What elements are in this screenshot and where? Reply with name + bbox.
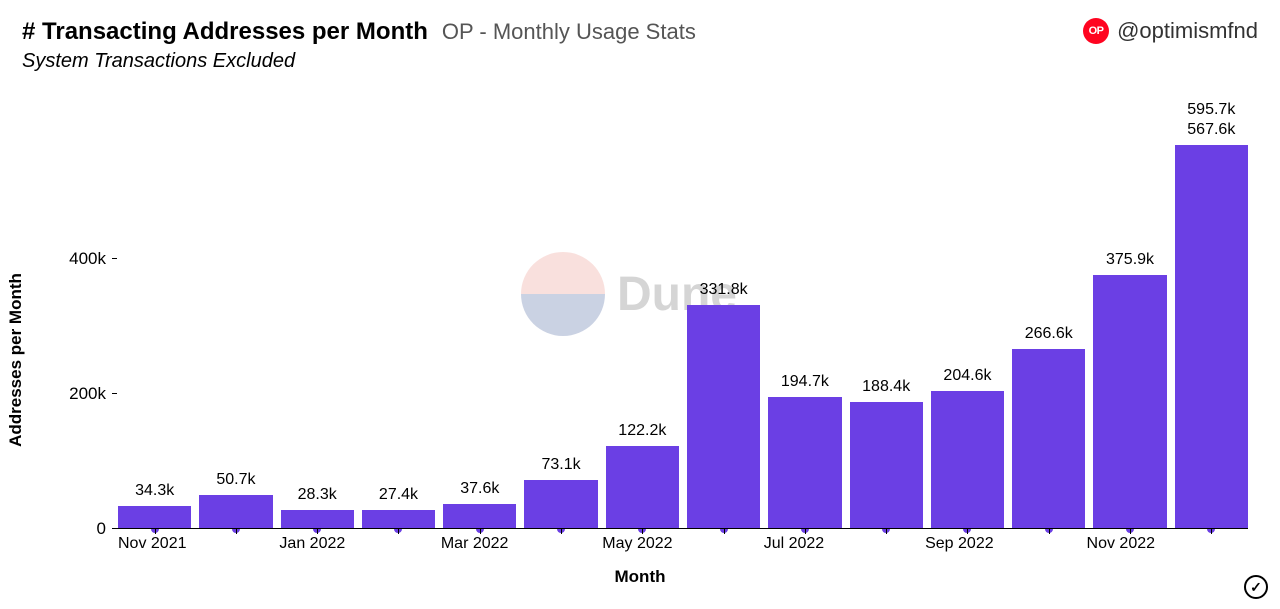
bar[interactable] — [687, 305, 760, 529]
x-tick-label: Jul 2022 — [764, 535, 925, 559]
bar-value-label: 194.7k — [781, 373, 829, 391]
chart-container: # Transacting Addresses per Month OP - M… — [0, 0, 1280, 609]
x-tick-label: Sep 2022 — [925, 535, 1086, 559]
bar-value-label: 122.2k — [618, 422, 666, 440]
bar-value-label: 27.4k — [379, 486, 418, 504]
x-axis: Nov 2021Jan 2022Mar 2022May 2022Jul 2022… — [118, 535, 1248, 559]
bar[interactable] — [606, 446, 679, 529]
bar-column: 34.3k — [118, 110, 191, 529]
x-tick-label: Nov 2022 — [1087, 535, 1248, 559]
x-tick-label: Nov 2021 — [118, 535, 279, 559]
chart-subtitle: OP - Monthly Usage Stats — [442, 19, 696, 45]
bar-column: 567.6k595.7k — [1175, 110, 1248, 529]
x-axis-label: Month — [615, 567, 666, 587]
header: # Transacting Addresses per Month OP - M… — [22, 18, 1258, 73]
title-line: # Transacting Addresses per Month OP - M… — [22, 18, 696, 46]
bar-column: 375.9k — [1093, 110, 1166, 529]
y-axis-label: Addresses per Month — [6, 273, 26, 447]
bar-column: 122.2k — [606, 110, 679, 529]
x-axis-line — [112, 528, 1248, 529]
bar[interactable] — [524, 480, 597, 529]
handle-text: @optimismfnd — [1117, 18, 1258, 44]
plot-area: Dune 0200k400k 34.3k50.7k28.3k27.4k37.6k… — [112, 110, 1248, 529]
bar-column: 28.3k — [281, 110, 354, 529]
chart-title: # Transacting Addresses per Month — [22, 18, 428, 46]
bar-column: 188.4k — [850, 110, 923, 529]
x-tick-label: Jan 2022 — [279, 535, 440, 559]
author-handle[interactable]: OP @optimismfnd — [1083, 18, 1258, 44]
bar-value-label: 266.6k — [1025, 325, 1073, 343]
bar-column: 73.1k — [524, 110, 597, 529]
bar[interactable] — [1012, 349, 1085, 529]
bar[interactable] — [1175, 145, 1248, 529]
bar[interactable] — [931, 391, 1004, 529]
y-tick-label: 400k — [69, 249, 106, 269]
bar[interactable] — [850, 402, 923, 529]
bar-column: 27.4k — [362, 110, 435, 529]
bar-column: 194.7k — [768, 110, 841, 529]
bar-value-label: 331.8k — [700, 281, 748, 299]
y-tick-label: 200k — [69, 384, 106, 404]
y-tick-label: 0 — [97, 519, 106, 539]
bar-column: 50.7k — [199, 110, 272, 529]
bar-value-label: 73.1k — [541, 456, 580, 474]
bar[interactable] — [1093, 275, 1166, 529]
x-tick-label: May 2022 — [602, 535, 763, 559]
bar-value-label: 50.7k — [216, 471, 255, 489]
bar[interactable] — [768, 397, 841, 529]
bar-value-label: 567.6k — [1187, 121, 1235, 139]
chart-area: Addresses per Month Dune 0200k400k 34.3k… — [22, 110, 1258, 589]
verified-badge-icon: ✓ — [1244, 575, 1268, 599]
bar-column: 37.6k — [443, 110, 516, 529]
bar-value-label: 188.4k — [862, 378, 910, 396]
bar-column: 204.6k — [931, 110, 1004, 529]
x-tick-label: Mar 2022 — [441, 535, 602, 559]
bar-value-label: 204.6k — [943, 367, 991, 385]
title-block: # Transacting Addresses per Month OP - M… — [22, 18, 696, 73]
bar[interactable] — [199, 495, 272, 529]
bar-value-label: 34.3k — [135, 482, 174, 500]
bar-column: 331.8k — [687, 110, 760, 529]
bar-value-label: 28.3k — [298, 486, 337, 504]
check-icon: ✓ — [1250, 579, 1262, 596]
op-logo-icon: OP — [1083, 18, 1109, 44]
chart-note: System Transactions Excluded — [22, 50, 696, 73]
bar-column: 266.6k — [1012, 110, 1085, 529]
bar-value-label: 375.9k — [1106, 251, 1154, 269]
bars-group: 34.3k 50.7k 28.3k 27.4k 37.6k 73.1k 122.2k 331.… — [118, 110, 1248, 529]
bar-value-label: 37.6k — [460, 480, 499, 498]
bar-secondary-label: 595.7k — [1187, 101, 1235, 119]
